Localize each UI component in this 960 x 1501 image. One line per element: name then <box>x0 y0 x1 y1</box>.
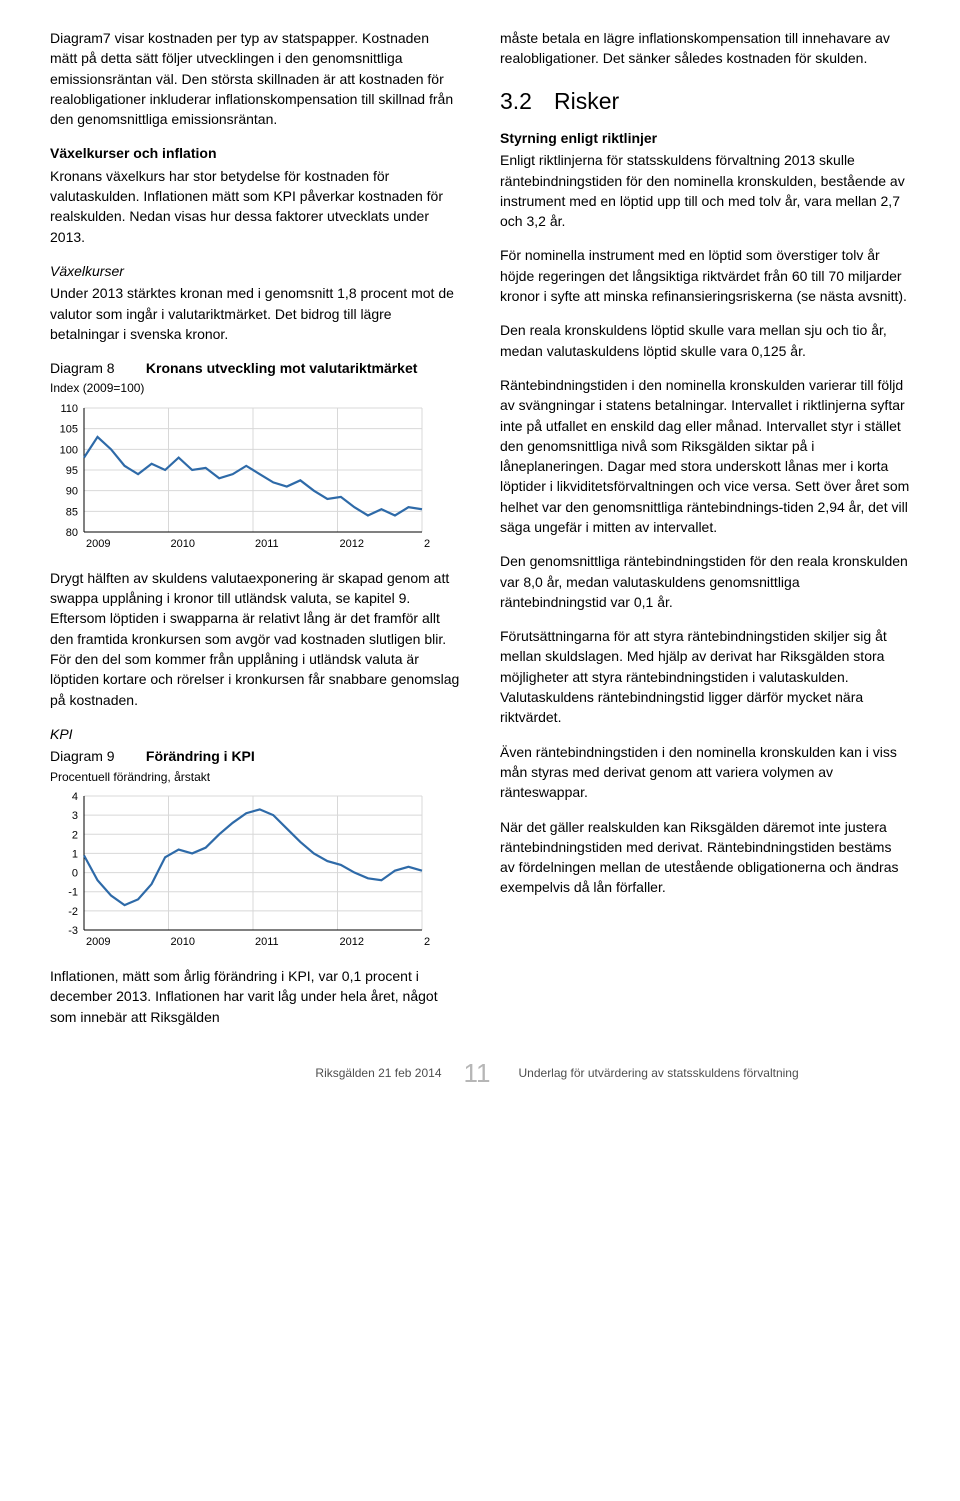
left-column: Diagram7 visar kostnaden per typ av stat… <box>50 28 460 1027</box>
footer-right: Underlag för utvärdering av statsskulden… <box>491 1065 911 1082</box>
heading-vaxelkurser-inflation: Växelkurser och inflation <box>50 143 460 163</box>
para: Diagram7 visar kostnaden per typ av stat… <box>50 28 460 129</box>
chart-title: Kronans utveckling mot valutariktmärket <box>146 360 418 376</box>
svg-text:2011: 2011 <box>255 538 279 550</box>
svg-text:2: 2 <box>72 829 78 841</box>
svg-text:2013: 2013 <box>424 936 430 948</box>
para: Förutsättningarna för att styra räntebin… <box>500 626 910 727</box>
svg-text:95: 95 <box>66 465 78 477</box>
svg-text:2011: 2011 <box>255 936 279 948</box>
right-column: måste betala en lägre inflationskompensa… <box>500 28 910 1027</box>
chart-svg: -3 -2 -1 0 1 2 3 4 2009 2010 2011 2012 2013 <box>50 790 430 950</box>
svg-text:-2: -2 <box>68 906 78 918</box>
svg-text:2012: 2012 <box>340 538 364 550</box>
svg-text:2009: 2009 <box>86 936 110 948</box>
svg-text:3: 3 <box>72 810 78 822</box>
chart-title: Förändring i KPI <box>146 748 255 764</box>
svg-text:110: 110 <box>60 403 78 415</box>
svg-text:2010: 2010 <box>171 936 195 948</box>
heading-styrning: Styrning enligt riktlinjer <box>500 128 910 148</box>
chart-subtitle: Procentuell förändring, årstakt <box>50 769 460 786</box>
para: För nominella instrument med en löptid s… <box>500 245 910 306</box>
page-number: 11 <box>464 1055 491 1093</box>
svg-text:2010: 2010 <box>171 538 195 550</box>
svg-text:4: 4 <box>72 791 78 803</box>
diagram-9: Diagram 9 Förändring i KPI Procentuell f… <box>50 746 460 950</box>
page-footer: Riksgälden 21 feb 2014 11 Underlag för u… <box>50 1055 910 1093</box>
svg-text:2013: 2013 <box>424 538 430 550</box>
heading-kpi: KPI <box>50 724 460 744</box>
para: Drygt hälften av skuldens valutaexponeri… <box>50 568 460 710</box>
svg-text:100: 100 <box>60 444 78 456</box>
para: Under 2013 stärktes kronan med i genomsn… <box>50 283 460 344</box>
footer-left: Riksgälden 21 feb 2014 <box>50 1065 464 1082</box>
para: Räntebindningstiden i den nominella kron… <box>500 375 910 537</box>
section-title: Risker <box>554 85 619 118</box>
para: Den reala kronskuldens löptid skulle var… <box>500 320 910 361</box>
svg-text:105: 105 <box>60 424 78 436</box>
svg-text:85: 85 <box>66 506 78 518</box>
para: Kronans växelkurs har stor betydelse för… <box>50 166 460 247</box>
chart-label: Diagram 8 <box>50 358 142 378</box>
section-heading-risker: 3.2 Risker <box>500 85 910 118</box>
para: måste betala en lägre inflationskompensa… <box>500 28 910 69</box>
para: Den genomsnittliga räntebindningstiden f… <box>500 551 910 612</box>
svg-text:0: 0 <box>72 867 78 879</box>
svg-text:-1: -1 <box>68 887 78 899</box>
para: Enligt riktlinjerna för statsskuldens fö… <box>500 150 910 231</box>
heading-vaxelkurser: Växelkurser <box>50 261 460 281</box>
section-number: 3.2 <box>500 85 532 118</box>
svg-text:80: 80 <box>66 527 78 539</box>
svg-text:1: 1 <box>72 848 78 860</box>
chart-svg: 80 85 90 95 100 105 110 2009 2010 2011 2012 2013 <box>50 402 430 552</box>
para: Inflationen, mätt som årlig förändring i… <box>50 966 460 1027</box>
svg-text:-3: -3 <box>68 925 78 937</box>
diagram-8: Diagram 8 Kronans utveckling mot valutar… <box>50 358 460 552</box>
svg-text:90: 90 <box>66 486 78 498</box>
para: När det gäller realskulden kan Riksgälde… <box>500 817 910 898</box>
para: Även räntebindningstiden i den nominella… <box>500 742 910 803</box>
svg-text:2009: 2009 <box>86 538 110 550</box>
chart-subtitle: Index (2009=100) <box>50 380 460 397</box>
svg-text:2012: 2012 <box>340 936 364 948</box>
chart-label: Diagram 9 <box>50 746 142 766</box>
content-columns: Diagram7 visar kostnaden per typ av stat… <box>50 28 910 1027</box>
